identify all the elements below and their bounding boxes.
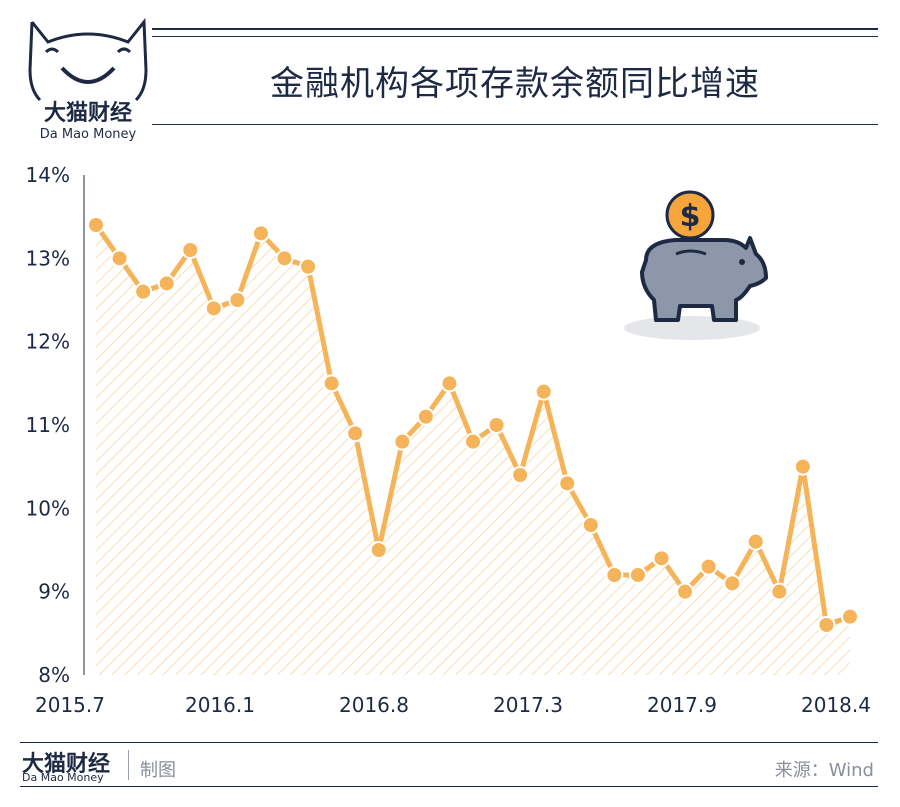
data-point <box>793 457 812 476</box>
title-divider <box>152 124 878 125</box>
footer-source: 来源：Wind <box>774 760 874 781</box>
y-tick-label: 10% <box>26 496 70 520</box>
data-point <box>652 549 671 568</box>
data-point <box>464 432 482 451</box>
cat-face-icon: 大猫财经 Da Mao Money <box>28 17 148 142</box>
footer-rule <box>20 742 878 743</box>
data-point <box>181 241 200 259</box>
footer-separator <box>128 750 129 780</box>
data-point <box>204 299 223 318</box>
data-point <box>416 407 435 426</box>
header-rule-thin <box>152 36 878 37</box>
data-point <box>511 466 530 484</box>
data-point <box>393 432 412 451</box>
data-point <box>558 474 577 493</box>
x-tick-label: 2015.7 <box>35 693 105 717</box>
y-tick-label: 9% <box>38 580 70 604</box>
dollar-coin-icon: $ <box>665 190 715 240</box>
data-point <box>770 582 789 601</box>
data-point <box>487 416 506 434</box>
line-chart: 8%9%10%11%12%13%14% 2015.7 2016.1 2016.8 20… <box>26 163 871 717</box>
data-point <box>299 257 318 276</box>
data-point <box>87 216 105 234</box>
data-point <box>628 566 647 584</box>
footer-brand-cn: 大猫财经 <box>22 752 111 777</box>
data-point <box>605 566 624 584</box>
data-point <box>817 616 836 634</box>
logo-brand-en: Da Mao Money <box>40 127 137 142</box>
footer-brand-en: Da Mao Money <box>22 771 104 784</box>
data-point <box>157 274 176 293</box>
data-point <box>134 282 153 301</box>
x-tick-label: 2016.8 <box>339 693 409 717</box>
page-title: 金融机构各项存款余额同比增速 <box>270 64 760 104</box>
data-point <box>440 374 459 393</box>
x-axis: 2015.7 2016.1 2016.8 2017.3 2017.9 2018.4 <box>35 693 871 717</box>
footer-rule-bottom <box>20 786 878 787</box>
data-point <box>723 574 742 593</box>
data-point <box>346 424 365 443</box>
y-tick-label: 14% <box>26 163 70 187</box>
data-point <box>534 382 553 401</box>
data-point <box>275 249 294 268</box>
data-point <box>322 374 341 393</box>
data-point <box>369 541 388 559</box>
x-tick-label: 2016.1 <box>185 693 255 717</box>
x-tick-label: 2017.9 <box>647 693 717 717</box>
piggy-bank-icon <box>624 236 768 340</box>
y-tick-label: 13% <box>26 246 70 270</box>
data-point <box>228 291 247 309</box>
data-point <box>676 582 695 601</box>
y-tick-label: 8% <box>38 663 70 687</box>
y-tick-label: 12% <box>26 330 70 354</box>
svg-text:$: $ <box>680 199 701 234</box>
y-axis: 8% 9% 10% 11% 12% 13% 14% <box>26 163 70 687</box>
data-point <box>110 249 129 268</box>
data-point <box>251 224 270 243</box>
y-tick-label: 11% <box>26 413 70 437</box>
data-point <box>581 516 600 534</box>
logo-brand-cn: 大猫财经 <box>44 100 132 126</box>
series-markers <box>87 216 859 634</box>
data-point <box>699 557 718 576</box>
footer-credit: 制图 <box>140 760 176 781</box>
x-tick-label: 2018.4 <box>801 693 871 717</box>
header-rule <box>152 28 878 30</box>
x-tick-label: 2017.3 <box>493 693 563 717</box>
data-point <box>841 607 859 626</box>
data-point <box>746 532 765 551</box>
